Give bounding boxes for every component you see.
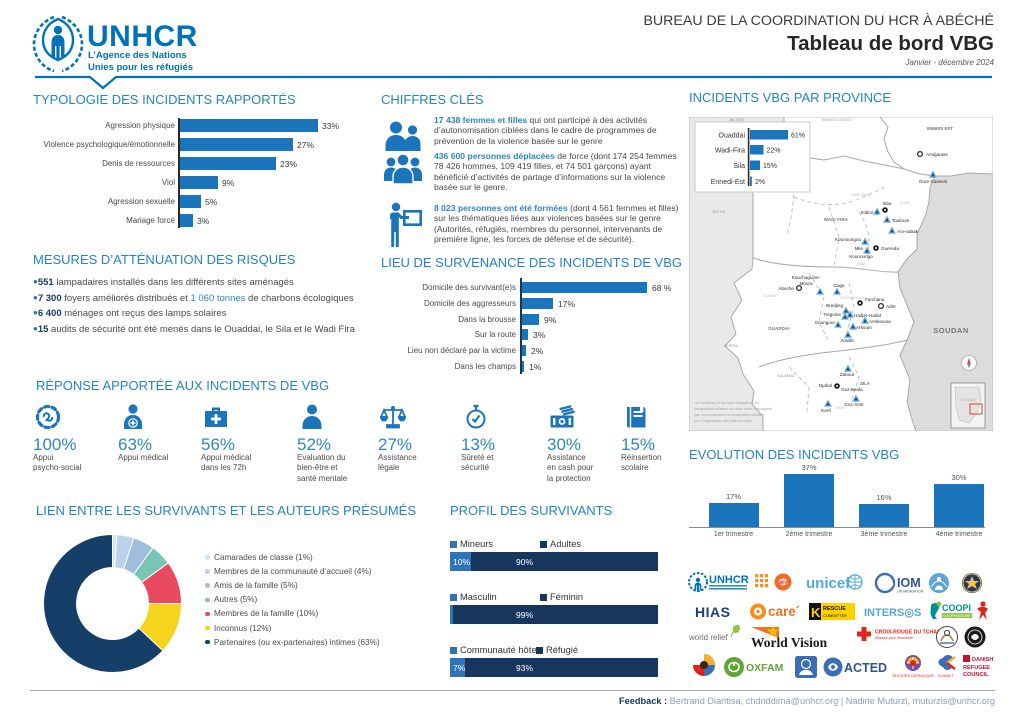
svg-text:par l'Organisation des Nations: par l'Organisation des Nations Unies.	[694, 419, 753, 423]
svg-text:WFP: WFP	[777, 580, 789, 586]
svg-text:WADI FIRA: WADI FIRA	[824, 217, 848, 222]
svg-text:KIMITI: KIMITI	[835, 406, 846, 410]
svg-text:COMMITTEE: COMMITTEE	[823, 613, 847, 618]
svg-text:Alliance pour l'humanité: Alliance pour l'humanité	[875, 636, 913, 640]
svg-text:Am-nabak: Am-nabak	[897, 229, 919, 234]
svg-text:DAR TAMA: DAR TAMA	[851, 193, 871, 197]
svg-text:GUÉRA: GUÉRA	[724, 343, 739, 348]
svg-text:Les frontières et les noms ind: Les frontières et les noms indiqués et l…	[694, 401, 759, 405]
svg-text:Djabal: Djabal	[819, 383, 832, 388]
svg-text:OUADDAÏ: OUADDAÏ	[768, 326, 790, 331]
svg-text:IOM: IOM	[897, 576, 921, 590]
svg-text:Zabout: Zabout	[840, 372, 855, 377]
svg-text:ASSOUNGHA: ASSOUNGHA	[840, 296, 865, 300]
svg-text:pas reconnaissance ou acceptat: pas reconnaissance ou acceptation offici…	[694, 413, 764, 417]
svg-text:SILA: SILA	[860, 381, 870, 386]
svg-text:Ennedi-Est: Ennedi-Est	[711, 179, 745, 186]
svg-text:Arkoum: Arkoum	[856, 325, 872, 330]
svg-text:Treguine: Treguine	[823, 312, 841, 317]
svg-text:Oure-Cassoni: Oure-Cassoni	[919, 179, 947, 184]
svg-text:FLM/ACT: FLM/ACT	[938, 674, 954, 678]
svg-text:Iriba: Iriba	[883, 201, 892, 206]
svg-text:UNHCR: UNHCR	[709, 574, 749, 586]
svg-text:Amdjarass: Amdjarass	[926, 152, 948, 157]
svg-text:Moura: Moura	[799, 281, 812, 286]
svg-text:Kounoungou: Kounoungou	[835, 237, 862, 242]
svg-text:15%: 15%	[763, 163, 777, 170]
svg-text:COUNCIL: COUNCIL	[963, 672, 989, 678]
svg-text:Kerfi: Kerfi	[821, 408, 830, 413]
svg-text:unicef: unicef	[806, 575, 851, 592]
svg-text:INTERS◎S: INTERS◎S	[864, 607, 921, 619]
svg-text:K: K	[811, 605, 821, 620]
svg-text:OXFAM: OXFAM	[746, 662, 784, 674]
svg-text:Bredjing: Bredjing	[826, 303, 843, 308]
svg-text:Iridimi: Iridimi	[861, 210, 873, 215]
svg-text:Kouchaguine-: Kouchaguine-	[792, 275, 821, 280]
svg-text:DANISH: DANISH	[972, 657, 993, 663]
svg-text:COOPERAZIONE: COOPERAZIONE	[943, 614, 971, 618]
svg-text:Mile: Mile	[855, 246, 864, 251]
svg-text:Touloum: Touloum	[892, 218, 910, 223]
svg-text:T C H A D: T C H A D	[960, 398, 976, 402]
svg-text:désignations utilisées sur cet: désignations utilisées sur cette carte n…	[694, 407, 772, 411]
svg-text:KOBE: KOBE	[900, 201, 911, 205]
svg-text:Kounoungo: Kounoungo	[849, 254, 873, 259]
svg-text:UNHCR: UNHCR	[87, 20, 198, 53]
svg-text:world relief: world relief	[688, 633, 728, 642]
svg-text:Farchana: Farchana	[865, 297, 885, 302]
svg-text:Ouaddai: Ouaddai	[719, 132, 746, 139]
svg-text:61%: 61%	[791, 132, 805, 139]
svg-text:HIAS: HIAS	[695, 604, 730, 620]
svg-text:Hadjer-Hadid: Hadjer-Hadid	[854, 313, 882, 318]
svg-text:SECOURS CATHOLIQUE: SECOURS CATHOLIQUE	[892, 674, 934, 678]
svg-text:ENNEDI OUEST: ENNEDI OUEST	[822, 117, 853, 122]
svg-text:World Vision: World Vision	[751, 635, 828, 650]
svg-text:ABDI: ABDI	[857, 262, 866, 266]
svg-text:care´: care´	[768, 604, 800, 619]
svg-text:RESCUE: RESCUE	[823, 606, 846, 612]
svg-text:ACTED: ACTED	[844, 661, 887, 675]
svg-text:2%: 2%	[755, 179, 765, 186]
svg-text:Amleiouna: Amleiouna	[869, 319, 891, 324]
svg-text:Abeche: Abeche	[778, 286, 794, 291]
svg-text:Goz-Beida: Goz-Beida	[841, 387, 863, 392]
svg-text:OUARA: OUARA	[762, 294, 776, 298]
svg-text:Sila: Sila	[733, 163, 745, 170]
svg-text:CROIX-ROUGE DU TCHAD: CROIX-ROUGE DU TCHAD	[875, 630, 941, 636]
svg-text:Goungour: Goungour	[815, 320, 836, 325]
svg-text:Goz-Amir: Goz-Amir	[844, 402, 864, 407]
svg-text:BATHA: BATHA	[712, 209, 725, 214]
svg-text:ENNEDI EST: ENNEDI EST	[927, 126, 953, 131]
svg-text:REFUGEE: REFUGEE	[963, 665, 990, 671]
svg-text:22%: 22%	[767, 147, 781, 154]
svg-text:SOUDAN: SOUDAN	[933, 326, 969, 335]
svg-text:Gaga: Gaga	[833, 283, 845, 288]
svg-text:Wadi-Fira: Wadi-Fira	[715, 147, 745, 154]
svg-text:UN MIGRATION: UN MIGRATION	[897, 590, 924, 594]
svg-text:Unies pour les réfugiés: Unies pour les réfugiés	[88, 62, 193, 73]
svg-text:Aradib: Aradib	[840, 338, 854, 343]
svg-text:Guereda: Guereda	[881, 246, 899, 251]
svg-text:COOPI: COOPI	[942, 603, 971, 613]
svg-text:BILTINE: BILTINE	[730, 117, 745, 122]
svg-text:L’Agence des Nations: L’Agence des Nations	[88, 50, 187, 61]
svg-text:SALAMAT: SALAMAT	[777, 373, 796, 378]
svg-text:Adre: Adre	[886, 304, 896, 309]
